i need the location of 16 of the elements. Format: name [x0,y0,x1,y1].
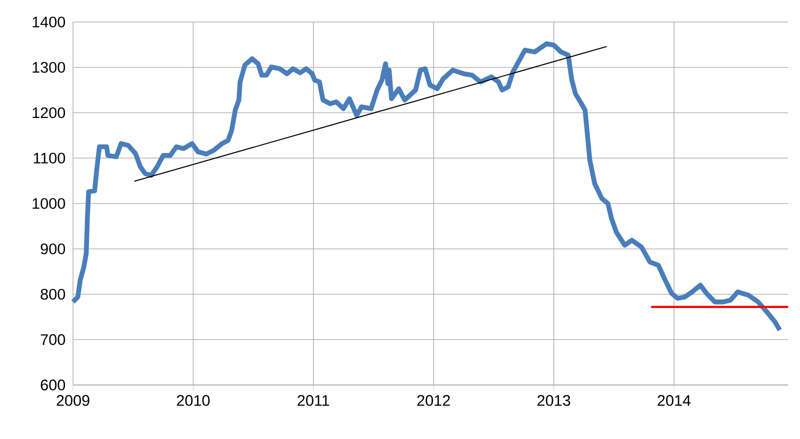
y-tick-label: 1100 [34,152,66,164]
x-tick-label: 2014 [658,395,691,406]
y-tick-label: 1000 [32,198,66,209]
y-tick-label: 1400 [32,16,66,28]
y-tick-label: 1300 [32,62,66,73]
y-tick-label: 900 [40,243,66,254]
y-tick-label: 600 [40,380,66,390]
line-series [70,41,782,332]
x-tick-label: 2013 [538,395,570,406]
x-tick-label: 2009 [56,395,90,406]
x-tick-label: 2011 [298,395,330,406]
x-tick-label: 2012 [417,395,450,406]
y-tick-label: 1200 [32,107,66,118]
y-tick-label: 800 [40,288,66,300]
y-tick-label: 700 [40,334,66,346]
x-tick-label: 2010 [176,395,210,406]
